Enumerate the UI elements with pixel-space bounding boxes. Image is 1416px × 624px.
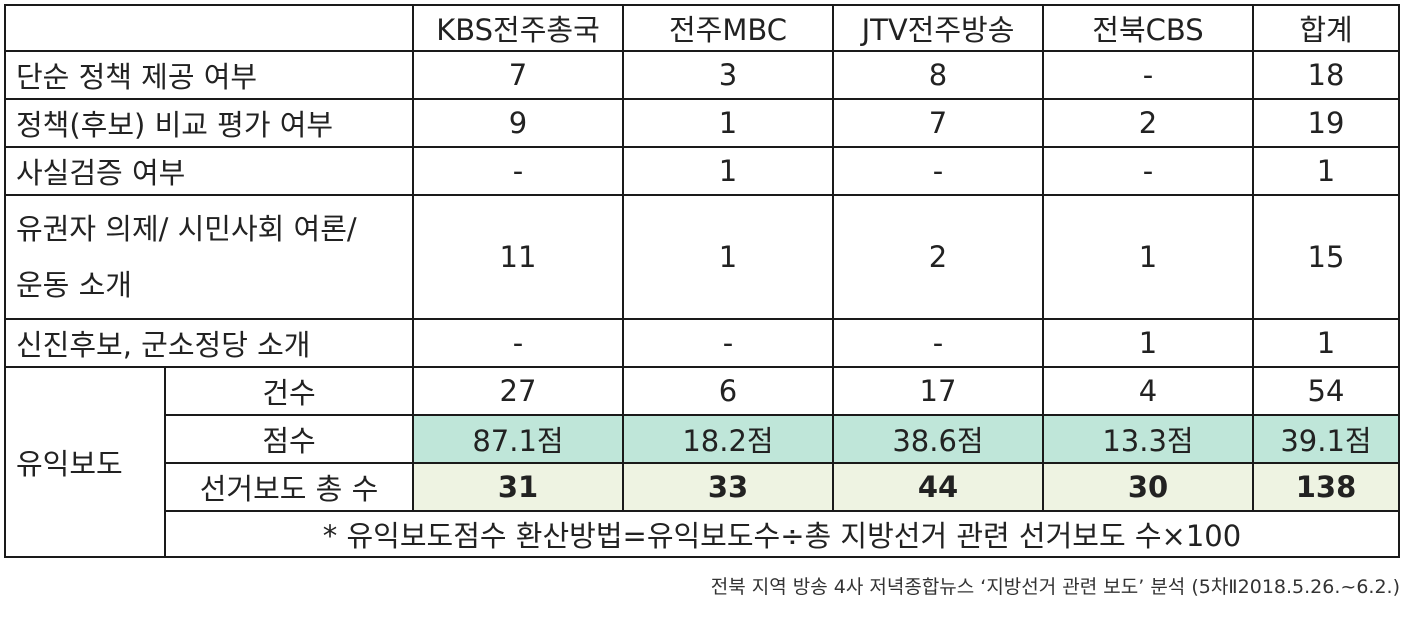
header-corner [4,4,414,52]
table-cell: 1 [1042,318,1254,368]
row-label: 사실검증 여부 [4,146,414,196]
score-cell: 39.1점 [1252,414,1400,464]
table-cell: 7 [412,50,624,100]
total-cell: 44 [832,462,1044,512]
table-cell: 1 [1042,194,1254,320]
table-cell: 7 [832,98,1044,148]
table-cell: 19 [1252,98,1400,148]
table-row: 선거보도 총 수 31 33 44 30 138 [5,462,1400,512]
total-cell: 30 [1042,462,1254,512]
table-cell: - [412,146,624,196]
total-cell: 31 [412,462,624,512]
group-label: 유익보도 [4,366,166,558]
row-label: 신진후보, 군소정당 소개 [4,318,414,368]
table-cell: 1 [622,98,834,148]
header-total: 합계 [1252,4,1400,52]
table-cell: 9 [412,98,624,148]
table-cell: 1 [622,194,834,320]
row-label: 유권자 의제/ 시민사회 여론/ 운동 소개 [4,194,414,320]
table-row: * 유익보도점수 환산방법=유익보도수÷총 지방선거 관련 선거보도 수×100 [5,510,1400,558]
table-row: 정책(후보) 비교 평가 여부 9 1 7 2 19 [4,98,1400,148]
table-cell: 18 [1252,50,1400,100]
sub-row-label: 건수 [164,366,414,416]
table-row: 점수 87.1점 18.2점 38.6점 13.3점 39.1점 [5,414,1400,464]
table-cell: 54 [1252,366,1400,416]
table-cell: 1 [622,146,834,196]
sub-row-label: 선거보도 총 수 [164,462,414,512]
table-cell: 6 [622,366,834,416]
table-row: 유권자 의제/ 시민사회 여론/ 운동 소개 11 1 2 1 15 [4,194,1400,320]
total-cell: 33 [622,462,834,512]
table-cell: 3 [622,50,834,100]
table-cell: 15 [1252,194,1400,320]
analysis-table: KBS전주총국 전주MBC JTV전주방송 전북CBS 합계 단순 정책 제공 … [4,4,1400,558]
sub-row-label: 점수 [164,414,414,464]
score-cell: 38.6점 [832,414,1044,464]
table-cell: - [622,318,834,368]
row-label: 정책(후보) 비교 평가 여부 [4,98,414,148]
header-row: KBS전주총국 전주MBC JTV전주방송 전북CBS 합계 [4,4,1400,52]
row-label: 단순 정책 제공 여부 [4,50,414,100]
score-cell: 18.2점 [622,414,834,464]
table-cell: - [832,318,1044,368]
table-cell: 17 [832,366,1044,416]
header-kbs: KBS전주총국 [412,4,624,52]
header-jtv: JTV전주방송 [832,4,1044,52]
table-row: 사실검증 여부 - 1 - - 1 [4,146,1400,196]
table-cell: - [832,146,1044,196]
table-cell: 1 [1252,318,1400,368]
total-cell: 138 [1252,462,1400,512]
table-row: 신진후보, 군소정당 소개 - - - 1 1 [4,318,1400,368]
source-caption: 전북 지역 방송 4사 저녁종합뉴스 ‘지방선거 관련 보도’ 분석 (5차Ⅱ2… [710,576,1400,598]
header-cbs: 전북CBS [1042,4,1254,52]
header-mbc: 전주MBC [622,4,834,52]
score-cell: 13.3점 [1042,414,1254,464]
score-cell: 87.1점 [412,414,624,464]
table-cell: 2 [832,194,1044,320]
table-cell: - [1042,146,1254,196]
table-row: 단순 정책 제공 여부 7 3 8 - 18 [4,50,1400,100]
row-label-line: 유권자 의제/ 시민사회 여론/ [16,212,357,246]
table-cell: 8 [832,50,1044,100]
table-cell: 1 [1252,146,1400,196]
table-cell: - [1042,50,1254,100]
table-cell: - [412,318,624,368]
table-cell: 27 [412,366,624,416]
table-row: 유익보도 건수 27 6 17 4 54 [4,366,1400,558]
footnote: * 유익보도점수 환산방법=유익보도수÷총 지방선거 관련 선거보도 수×100 [164,510,1400,558]
table-cell: 11 [412,194,624,320]
table-cell: 2 [1042,98,1254,148]
row-label-line: 운동 소개 [16,268,132,302]
table-cell: 4 [1042,366,1254,416]
